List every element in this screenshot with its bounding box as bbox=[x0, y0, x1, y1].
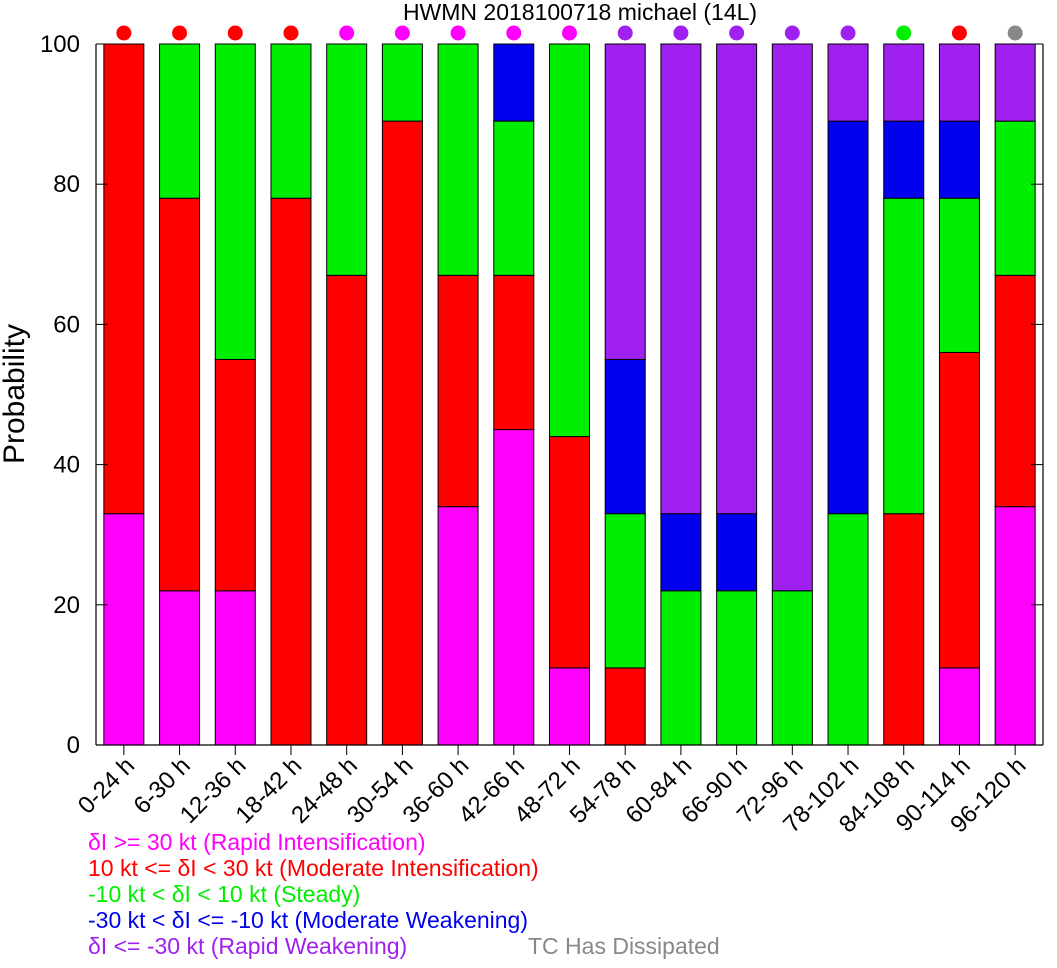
dominant-dot-11 bbox=[729, 25, 745, 41]
bar-segment-7-series-0 bbox=[493, 429, 535, 746]
axes-layer bbox=[95, 43, 1044, 755]
bar-segment-13-series-2 bbox=[827, 513, 869, 746]
legend-entry-1: 10 kt <= δI < 30 kt (Moderate Intensific… bbox=[88, 855, 539, 881]
bar-segment-8-series-0 bbox=[549, 667, 590, 746]
y-tick-label-1: 20 bbox=[53, 592, 80, 619]
bar-segment-7-series-1 bbox=[493, 274, 535, 431]
bar-segment-6-series-2 bbox=[437, 43, 479, 276]
bar-segment-16-series-1 bbox=[994, 274, 1036, 508]
chart-title: HWMN 2018100718 michael (14L) bbox=[403, 0, 757, 25]
bar-segment-15-series-2 bbox=[938, 197, 980, 353]
x-tick-label-0: 0-24 h bbox=[73, 752, 140, 819]
bar-segment-2-series-0 bbox=[214, 590, 256, 746]
dominant-dot-16 bbox=[1007, 25, 1023, 41]
dominant-dot-3 bbox=[283, 25, 299, 41]
bar-segment-10-series-3 bbox=[660, 513, 702, 592]
bar-segment-16-series-4 bbox=[994, 43, 1036, 122]
legend-entry-dissipated: TC Has Dissipated bbox=[528, 933, 720, 959]
dominant-dot-8 bbox=[562, 25, 577, 41]
bar-segment-15-series-3 bbox=[938, 120, 980, 199]
bar-segment-11-series-3 bbox=[716, 513, 758, 592]
bar-segment-5-series-2 bbox=[381, 43, 423, 122]
bar-segment-2-series-2 bbox=[214, 43, 256, 360]
dominant-dot-10 bbox=[673, 25, 689, 41]
legend: δI >= 30 kt (Rapid Intensification)10 kt… bbox=[88, 829, 720, 959]
bar-segment-11-series-2 bbox=[716, 590, 758, 746]
bar-segment-12-series-4 bbox=[771, 43, 813, 592]
bar-segment-13-series-3 bbox=[827, 120, 869, 515]
bar-segment-14-series-1 bbox=[883, 513, 925, 746]
bar-segment-10-series-4 bbox=[660, 43, 702, 515]
bar-segment-0-series-1 bbox=[103, 43, 145, 515]
bar-segment-11-series-4 bbox=[716, 43, 758, 515]
bar-segment-6-series-1 bbox=[437, 274, 479, 508]
legend-entry-4: δI <= -30 kt (Rapid Weakening) bbox=[88, 933, 407, 959]
bar-segment-0-series-0 bbox=[103, 513, 145, 746]
bar-segment-1-series-0 bbox=[159, 590, 201, 746]
bar-segment-9-series-3 bbox=[604, 358, 646, 515]
legend-entry-0: δI >= 30 kt (Rapid Intensification) bbox=[88, 829, 426, 855]
bar-segment-8-series-1 bbox=[549, 436, 590, 669]
bar-segment-7-series-3 bbox=[493, 43, 535, 122]
bar-segment-1-series-1 bbox=[159, 197, 201, 592]
bar-segment-6-series-0 bbox=[437, 506, 479, 746]
bar-segment-1-series-2 bbox=[159, 43, 201, 199]
x-tick-labels: 0-24 h6-30 h12-36 h18-42 h24-48 h30-54 h… bbox=[73, 752, 1032, 838]
bar-segment-14-series-2 bbox=[883, 197, 925, 515]
bar-segment-15-series-0 bbox=[938, 667, 980, 746]
y-tick-labels: 0 20 40 60 80 100 bbox=[40, 31, 80, 759]
dominant-dot-7 bbox=[506, 25, 522, 41]
y-tick-label-2: 40 bbox=[53, 452, 80, 479]
bar-segment-3-series-1 bbox=[270, 197, 312, 746]
bar-segment-9-series-1 bbox=[604, 667, 646, 746]
dominant-dot-4 bbox=[339, 25, 355, 41]
y-axis-label: Probability bbox=[0, 324, 31, 464]
bar-segment-4-series-1 bbox=[326, 274, 368, 746]
bar-segment-15-series-4 bbox=[938, 43, 980, 122]
bar-segment-10-series-2 bbox=[660, 590, 702, 746]
bar-segment-7-series-2 bbox=[493, 120, 535, 276]
bar-segment-12-series-2 bbox=[771, 590, 813, 746]
dominant-dot-13 bbox=[840, 25, 856, 41]
bar-segment-5-series-1 bbox=[381, 120, 423, 746]
bar-segment-14-series-3 bbox=[883, 120, 925, 199]
bar-segment-16-series-0 bbox=[994, 506, 1036, 746]
y-tick-label-0: 0 bbox=[67, 732, 80, 759]
legend-entry-3: -30 kt < δI <= -10 kt (Moderate Weakenin… bbox=[88, 907, 528, 933]
y-tick-label-4: 80 bbox=[53, 171, 80, 198]
dominant-dot-1 bbox=[172, 25, 188, 41]
bar-segment-14-series-4 bbox=[883, 43, 925, 122]
bar-segment-2-series-1 bbox=[214, 358, 256, 592]
dominant-dot-5 bbox=[394, 25, 410, 41]
bar-segment-16-series-2 bbox=[994, 120, 1036, 276]
dominant-dot-14 bbox=[896, 25, 912, 41]
legend-entry-2: -10 kt < δI < 10 kt (Steady) bbox=[88, 881, 360, 907]
dominant-category-dots bbox=[116, 25, 1023, 41]
bar-segment-3-series-2 bbox=[270, 43, 312, 199]
bars-layer bbox=[103, 43, 1036, 746]
dominant-dot-9 bbox=[617, 25, 633, 41]
dominant-dot-12 bbox=[784, 25, 800, 41]
bar-segment-4-series-2 bbox=[326, 43, 368, 276]
bar-segment-8-series-2 bbox=[549, 43, 590, 438]
dominant-dot-0 bbox=[116, 25, 132, 41]
bar-segment-9-series-2 bbox=[604, 513, 646, 669]
dominant-dot-2 bbox=[227, 25, 243, 41]
dominant-dot-15 bbox=[951, 25, 967, 41]
bar-segment-15-series-1 bbox=[938, 351, 980, 669]
bar-segment-9-series-4 bbox=[604, 43, 646, 360]
dominant-dot-6 bbox=[450, 25, 466, 41]
y-tick-label-3: 60 bbox=[53, 311, 80, 338]
y-tick-label-5: 100 bbox=[40, 31, 80, 58]
bar-segment-13-series-4 bbox=[827, 43, 869, 122]
